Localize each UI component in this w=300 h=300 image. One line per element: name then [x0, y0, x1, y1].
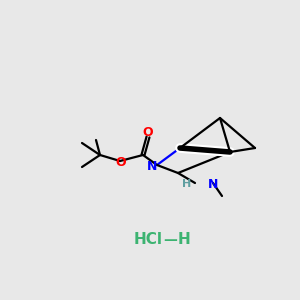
Text: N: N [208, 178, 218, 190]
Text: O: O [143, 127, 153, 140]
Text: H: H [182, 179, 192, 189]
Text: O: O [116, 155, 126, 169]
Text: H: H [178, 232, 190, 247]
Text: HCl: HCl [134, 232, 163, 247]
Text: N: N [147, 160, 157, 173]
Text: —: — [163, 233, 177, 247]
